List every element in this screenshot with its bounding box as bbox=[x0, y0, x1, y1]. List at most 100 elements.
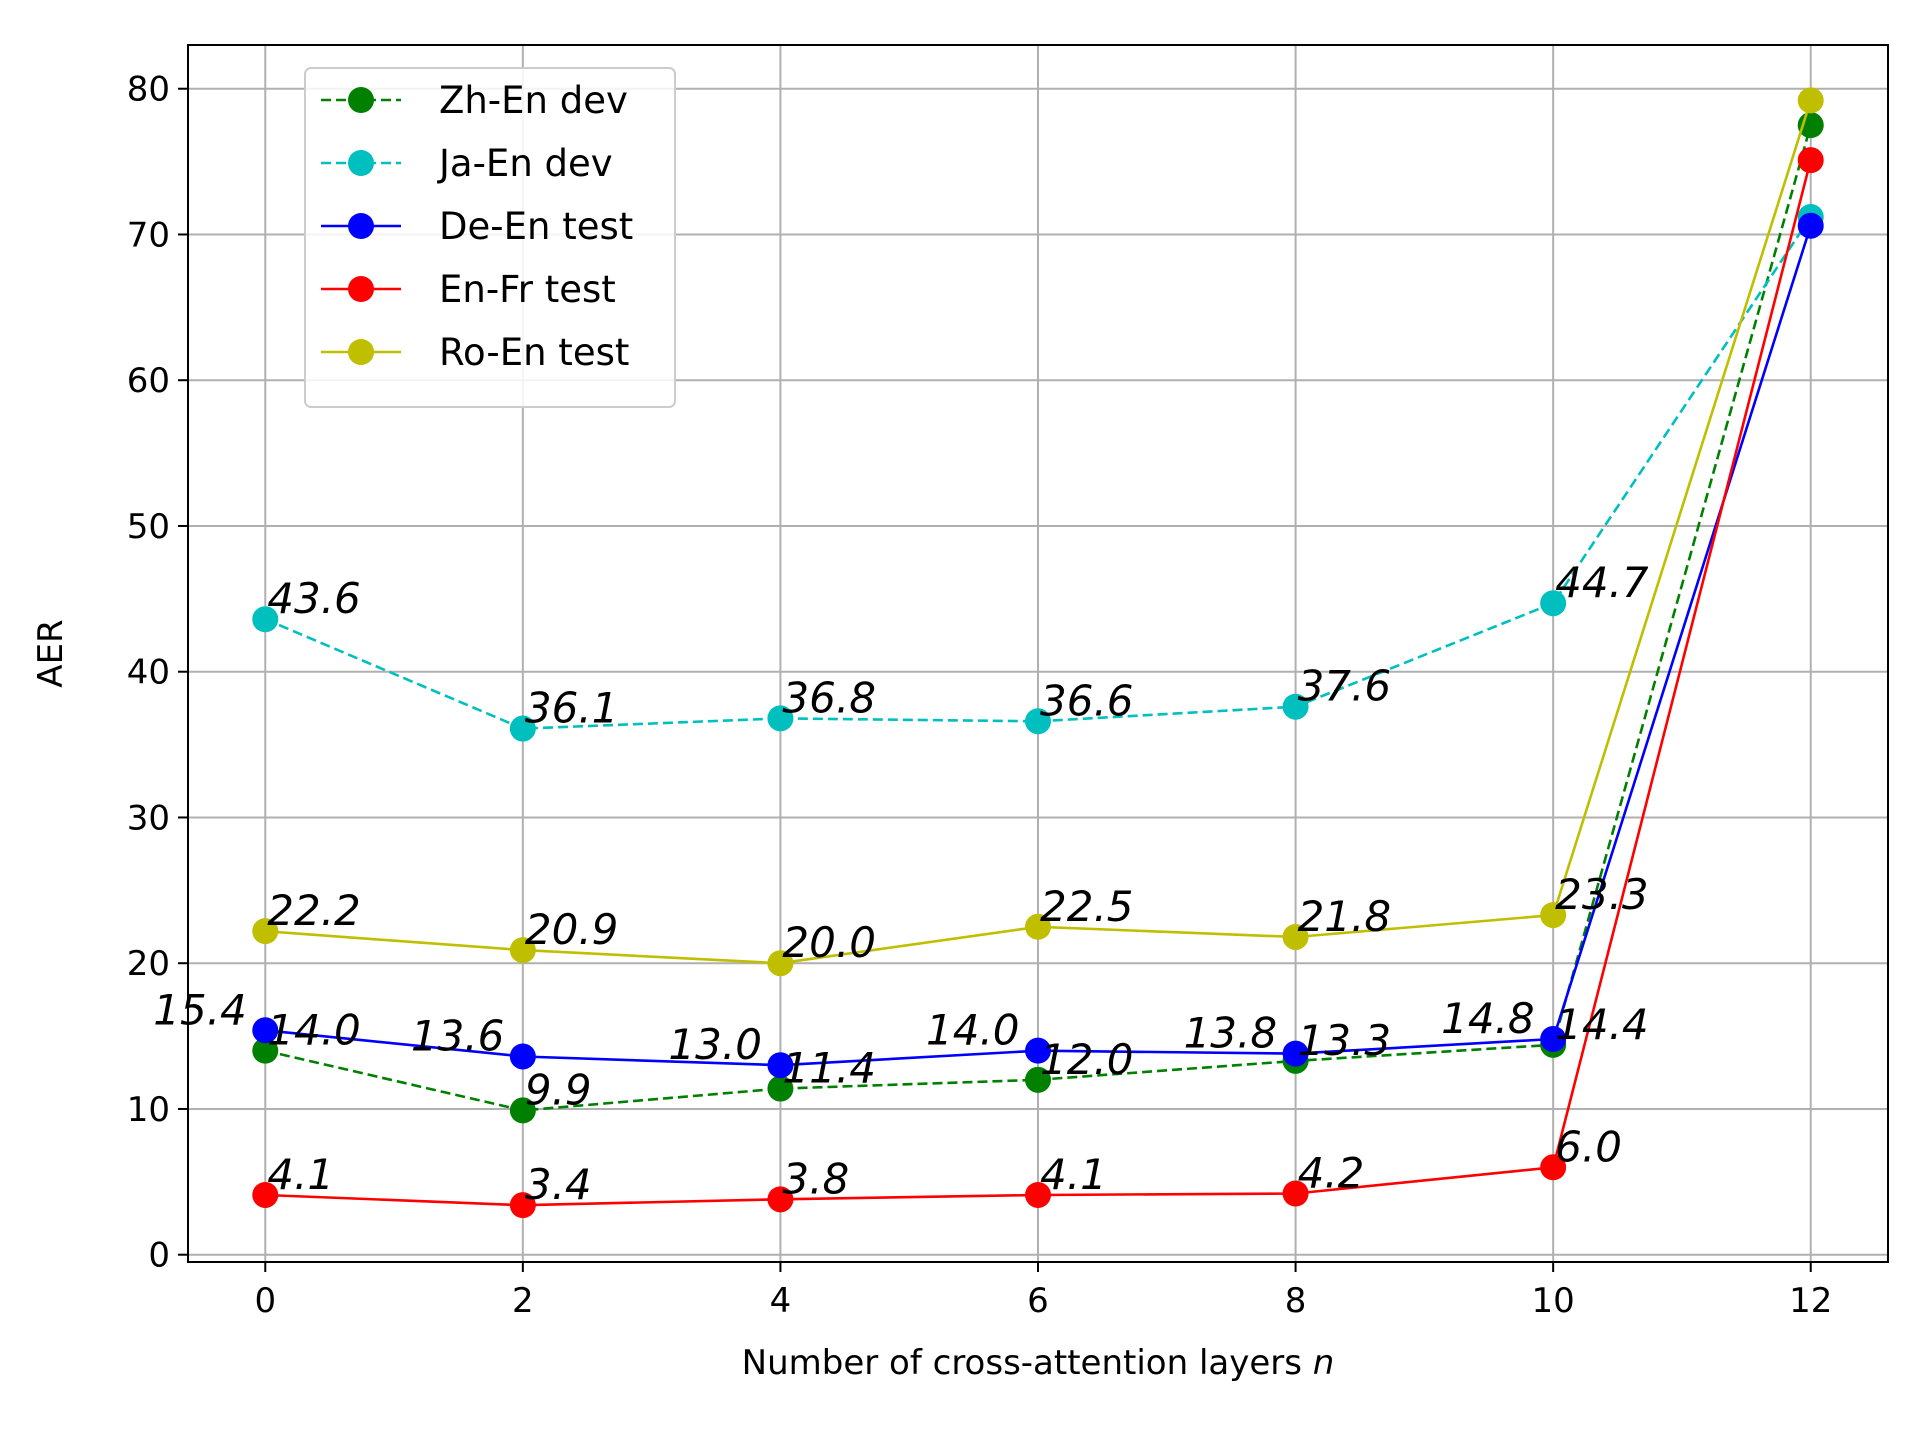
y-tick-label: 40 bbox=[127, 653, 170, 693]
data-labels: 14.0 9.9 11.4 12.0 13.3 14.4 43.6 36.1 36.8 36.6 3… bbox=[153, 558, 1649, 1209]
y-tick-label: 50 bbox=[127, 507, 170, 547]
data-point-zh-en-dev bbox=[1025, 1066, 1051, 1093]
y-tick-label: 30 bbox=[127, 798, 170, 838]
legend-entry-en-fr-test: En-Fr test bbox=[321, 268, 616, 311]
data-label-zh-en-dev: 9.9 bbox=[525, 1065, 592, 1114]
y-tick-label: 10 bbox=[127, 1090, 170, 1130]
legend-box bbox=[304, 67, 676, 408]
data-label-zh-en-dev: 13.3 bbox=[1298, 1016, 1392, 1065]
x-axis-label: Number of cross-attention layers n bbox=[742, 1343, 1335, 1383]
data-point-ro-en-test bbox=[252, 918, 279, 945]
data-label-ro-en-test: 22.2 bbox=[267, 886, 361, 935]
data-point-ja-en-dev bbox=[767, 705, 794, 732]
y-tick-label: 80 bbox=[127, 70, 170, 110]
data-point-de-en-test bbox=[767, 1052, 794, 1079]
data-label-de-en-test: 15.4 bbox=[153, 985, 247, 1034]
legend-entry-de-en-test: De-En test bbox=[321, 205, 633, 248]
x-tick-label: 8 bbox=[1285, 1281, 1307, 1321]
data-label-en-fr-test: 6.0 bbox=[1555, 1122, 1622, 1171]
series-de-en-test bbox=[252, 212, 1824, 1079]
data-label-en-fr-test: 4.2 bbox=[1298, 1148, 1365, 1197]
data-label-ro-en-test: 23.3 bbox=[1555, 870, 1649, 919]
data-label-de-en-test: 14.8 bbox=[1441, 994, 1535, 1043]
data-label-zh-en-dev: 14.0 bbox=[267, 1006, 361, 1055]
data-point-zh-en-dev bbox=[767, 1075, 794, 1102]
data-point-ja-en-dev bbox=[252, 606, 279, 633]
data-label-zh-en-dev: 11.4 bbox=[782, 1044, 876, 1093]
data-point-en-fr-test bbox=[767, 1186, 794, 1213]
data-point-de-en-test bbox=[1282, 1040, 1309, 1067]
data-point-ro-en-test bbox=[767, 950, 794, 977]
data-label-ja-en-dev: 37.6 bbox=[1298, 662, 1392, 711]
legend: Zh-En dev Ja-En dev De-En test En-Fr test Ro… bbox=[304, 67, 676, 408]
data-point-ro-en-test bbox=[509, 937, 536, 964]
data-point-ro-en-test bbox=[1540, 902, 1567, 929]
data-label-en-fr-test: 4.1 bbox=[267, 1150, 334, 1199]
data-label-ro-en-test: 20.0 bbox=[782, 918, 876, 967]
legend-marker-ro-en-test bbox=[348, 339, 374, 365]
data-point-en-fr-test bbox=[252, 1181, 279, 1208]
legend-label-de-en-test: De-En test bbox=[439, 205, 633, 248]
data-label-ja-en-dev: 36.6 bbox=[1040, 676, 1134, 725]
data-label-en-fr-test: 4.1 bbox=[1040, 1150, 1107, 1199]
data-point-en-fr-test bbox=[1797, 147, 1824, 174]
x-tick-label: 12 bbox=[1789, 1281, 1832, 1321]
legend-label-en-fr-test: En-Fr test bbox=[439, 268, 616, 311]
data-point-en-fr-test bbox=[1282, 1180, 1309, 1207]
legend-marker-en-fr-test bbox=[348, 276, 374, 302]
data-point-en-fr-test bbox=[1540, 1154, 1567, 1181]
data-label-ro-en-test: 22.5 bbox=[1040, 882, 1134, 931]
data-point-zh-en-dev bbox=[252, 1037, 279, 1064]
data-label-de-en-test: 14.0 bbox=[926, 1006, 1020, 1055]
data-point-ro-en-test bbox=[1025, 913, 1051, 940]
y-tick-label: 70 bbox=[127, 215, 170, 255]
data-point-ja-en-dev bbox=[509, 715, 536, 742]
data-label-ro-en-test: 20.9 bbox=[525, 905, 619, 954]
y-tick-label: 0 bbox=[148, 1236, 170, 1276]
grid bbox=[188, 45, 1888, 1262]
data-label-ja-en-dev: 36.8 bbox=[782, 673, 876, 722]
data-point-de-en-test bbox=[1797, 212, 1824, 239]
data-point-ro-en-test bbox=[1282, 923, 1309, 950]
data-point-en-fr-test bbox=[509, 1192, 536, 1219]
data-label-de-en-test: 13.6 bbox=[411, 1011, 505, 1060]
legend-label-ro-en-test: Ro-En test bbox=[439, 331, 629, 374]
data-point-ja-en-dev bbox=[1025, 708, 1051, 735]
data-point-de-en-test bbox=[509, 1043, 536, 1070]
data-label-de-en-test: 13.0 bbox=[668, 1020, 762, 1069]
data-label-ro-en-test: 21.8 bbox=[1298, 892, 1392, 941]
data-label-en-fr-test: 3.4 bbox=[525, 1160, 592, 1209]
x-tick-label: 10 bbox=[1532, 1281, 1575, 1321]
series-en-fr-test bbox=[252, 147, 1824, 1219]
x-tick-label: 4 bbox=[770, 1281, 792, 1321]
legend-marker-ja-en-dev bbox=[348, 150, 374, 176]
legend-label-zh-en-dev: Zh-En dev bbox=[439, 79, 628, 122]
legend-entry-ro-en-test: Ro-En test bbox=[321, 331, 629, 374]
axis-ticks: 0 2 4 6 8 10 12 0 10 20 30 40 50 60 70 80 bbox=[127, 70, 1833, 1321]
data-label-de-en-test: 13.8 bbox=[1184, 1009, 1278, 1058]
data-point-ja-en-dev bbox=[1282, 693, 1309, 720]
data-label-zh-en-dev: 12.0 bbox=[1040, 1035, 1134, 1084]
data-point-de-en-test bbox=[1540, 1026, 1567, 1053]
y-axis-label: AER bbox=[31, 619, 71, 687]
data-label-ja-en-dev: 43.6 bbox=[267, 574, 361, 623]
y-tick-label: 20 bbox=[127, 944, 170, 984]
series-lines bbox=[252, 87, 1824, 1219]
data-label-en-fr-test: 3.8 bbox=[782, 1154, 849, 1203]
x-tick-label: 6 bbox=[1027, 1281, 1049, 1321]
legend-label-ja-en-dev: Ja-En dev bbox=[437, 142, 613, 185]
legend-entry-ja-en-dev: Ja-En dev bbox=[321, 142, 613, 185]
data-point-ro-en-test bbox=[1797, 87, 1824, 114]
y-tick-label: 60 bbox=[127, 361, 170, 401]
data-point-en-fr-test bbox=[1025, 1181, 1051, 1208]
legend-marker-de-en-test bbox=[348, 213, 374, 239]
data-point-de-en-test bbox=[1025, 1037, 1051, 1064]
legend-marker-zh-en-dev bbox=[348, 87, 374, 113]
data-point-de-en-test bbox=[252, 1017, 279, 1044]
data-label-zh-en-dev: 14.4 bbox=[1555, 1000, 1649, 1049]
series-ro-en-test bbox=[252, 87, 1824, 977]
data-label-ja-en-dev: 36.1 bbox=[525, 684, 619, 733]
data-point-zh-en-dev bbox=[509, 1097, 536, 1124]
x-tick-label: 0 bbox=[254, 1281, 276, 1321]
